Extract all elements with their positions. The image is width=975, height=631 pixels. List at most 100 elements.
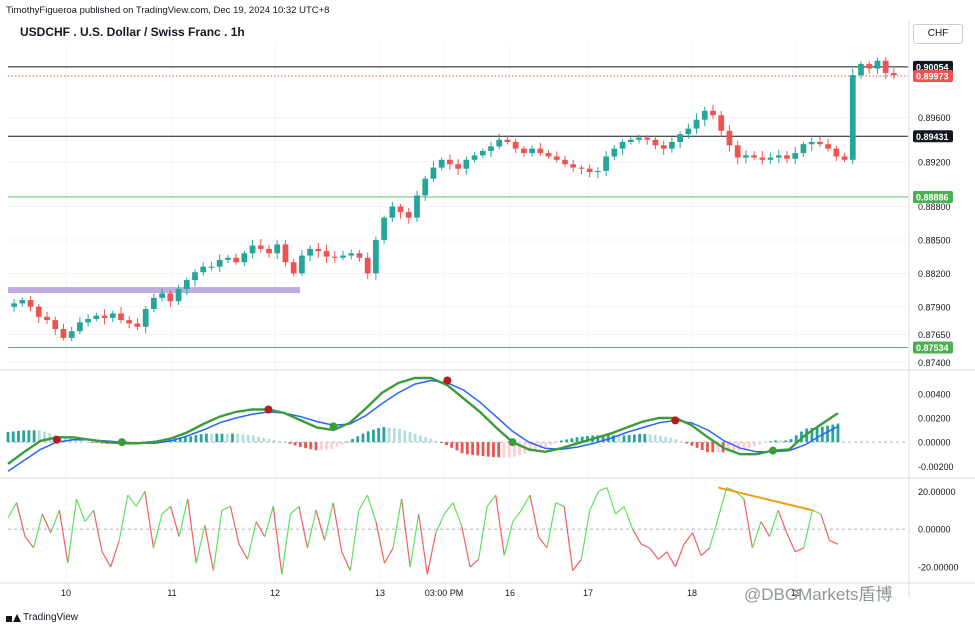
symbol-title[interactable]: USDCHF . U.S. Dollar / Swiss Franc . 1h <box>20 25 245 39</box>
macd-histogram-bar <box>465 442 469 455</box>
candle-body <box>825 144 831 149</box>
macd-histogram-bar <box>763 442 767 443</box>
osc-segment <box>555 502 565 507</box>
macd-tick-label: 0.00400 <box>918 389 951 399</box>
macd-histogram-bar <box>74 439 78 443</box>
candle-body <box>841 156 848 160</box>
candle-body <box>660 145 667 149</box>
macd-histogram-bar <box>622 435 626 443</box>
osc-segment <box>786 532 796 553</box>
candle-body <box>397 206 404 213</box>
osc-segment <box>110 540 120 568</box>
time-tick-label: 18 <box>687 588 697 598</box>
candle-body <box>751 155 757 158</box>
osc-segment <box>812 509 822 515</box>
candle-body <box>101 315 108 318</box>
candle-body <box>792 153 799 159</box>
macd-histogram-bar <box>695 442 699 448</box>
price-tick-label: 0.88800 <box>918 202 951 212</box>
macd-histogram-bar <box>669 437 673 443</box>
macd-histogram-bar <box>64 437 67 443</box>
candle-body <box>159 293 165 298</box>
osc-segment <box>538 536 548 549</box>
candle-body <box>364 257 371 274</box>
candle-body <box>784 155 790 159</box>
osc-segment <box>460 525 471 568</box>
macd-histogram-bar <box>476 442 480 456</box>
macd-histogram-bar <box>784 440 788 443</box>
macd-tick-label: -0.00200 <box>918 462 954 472</box>
osc-segment <box>666 551 676 568</box>
currency-badge[interactable]: CHF <box>913 24 963 44</box>
osc-segment <box>674 544 685 568</box>
osc-segment <box>503 521 514 556</box>
macd-histogram-bar <box>502 442 506 458</box>
osc-segment <box>67 498 78 564</box>
macd-histogram-bar <box>204 433 208 443</box>
osc-segment <box>41 513 52 534</box>
candle-body <box>455 164 461 169</box>
price-tick-label: 0.88500 <box>918 235 951 245</box>
macd-histogram-bar <box>251 435 255 443</box>
candle-body <box>183 280 190 289</box>
macd-histogram-bar <box>747 442 751 448</box>
osc-segment <box>127 494 137 507</box>
macd-histogram-bar <box>43 431 46 443</box>
candle-body <box>60 329 67 338</box>
macd-histogram-bar <box>711 442 715 453</box>
macd-histogram-bar <box>37 430 41 443</box>
osc-segment <box>324 502 334 541</box>
candle-body <box>266 248 272 254</box>
macd-histogram-bar <box>325 442 328 450</box>
macd-histogram-bar <box>575 437 579 443</box>
osc-segment <box>760 521 771 537</box>
candle-body <box>307 248 313 256</box>
macd-histogram-bar <box>653 434 657 443</box>
macd-cross-marker <box>329 422 338 431</box>
candle-body <box>249 245 256 254</box>
macd-histogram-bar <box>638 433 642 443</box>
macd-histogram-bar <box>184 437 187 443</box>
osc-tick-label: -20.00000 <box>918 562 959 572</box>
macd-histogram-bar <box>319 442 323 451</box>
price-level-badge <box>913 130 953 143</box>
time-tick-label: 11 <box>167 588 176 598</box>
macd-histogram-bar <box>413 433 417 443</box>
osc-segment <box>152 513 163 549</box>
osc-segment <box>829 539 839 545</box>
osc-segment <box>306 510 317 549</box>
osc-segment <box>520 494 531 511</box>
tradingview-brand[interactable]: TradingView <box>6 612 78 623</box>
osc-segment <box>383 547 394 564</box>
macd-histogram-bar <box>100 442 104 444</box>
macd-histogram-bar <box>565 439 568 443</box>
candle-body <box>290 262 297 274</box>
osc-segment <box>580 510 591 560</box>
candle-body <box>800 144 807 154</box>
osc-segment <box>15 502 26 537</box>
osc-segment <box>332 502 343 552</box>
osc-segment <box>33 513 43 549</box>
price-tick-label: 0.87900 <box>918 302 951 312</box>
macd-histogram-bar <box>210 433 213 443</box>
candle-body <box>693 119 700 129</box>
macd-histogram-bar <box>815 427 819 443</box>
support-zone <box>8 287 300 294</box>
candle-body <box>340 255 346 258</box>
candle-body <box>142 308 149 327</box>
osc-segment <box>212 510 223 571</box>
macd-cross-marker <box>508 438 517 447</box>
candle-body <box>200 266 207 273</box>
price-tick-label: 0.87400 <box>918 358 951 368</box>
osc-segment <box>606 487 617 515</box>
macd-histogram-bar <box>633 434 636 443</box>
osc-segment <box>101 551 112 568</box>
macd-histogram-bar <box>262 437 266 443</box>
time-tick-label: 12 <box>270 588 280 598</box>
macd-histogram-bar <box>225 433 229 443</box>
candle-body <box>274 244 281 254</box>
macd-histogram-bar <box>539 442 542 449</box>
osc-segment <box>195 525 206 564</box>
osc-segment <box>794 547 805 553</box>
